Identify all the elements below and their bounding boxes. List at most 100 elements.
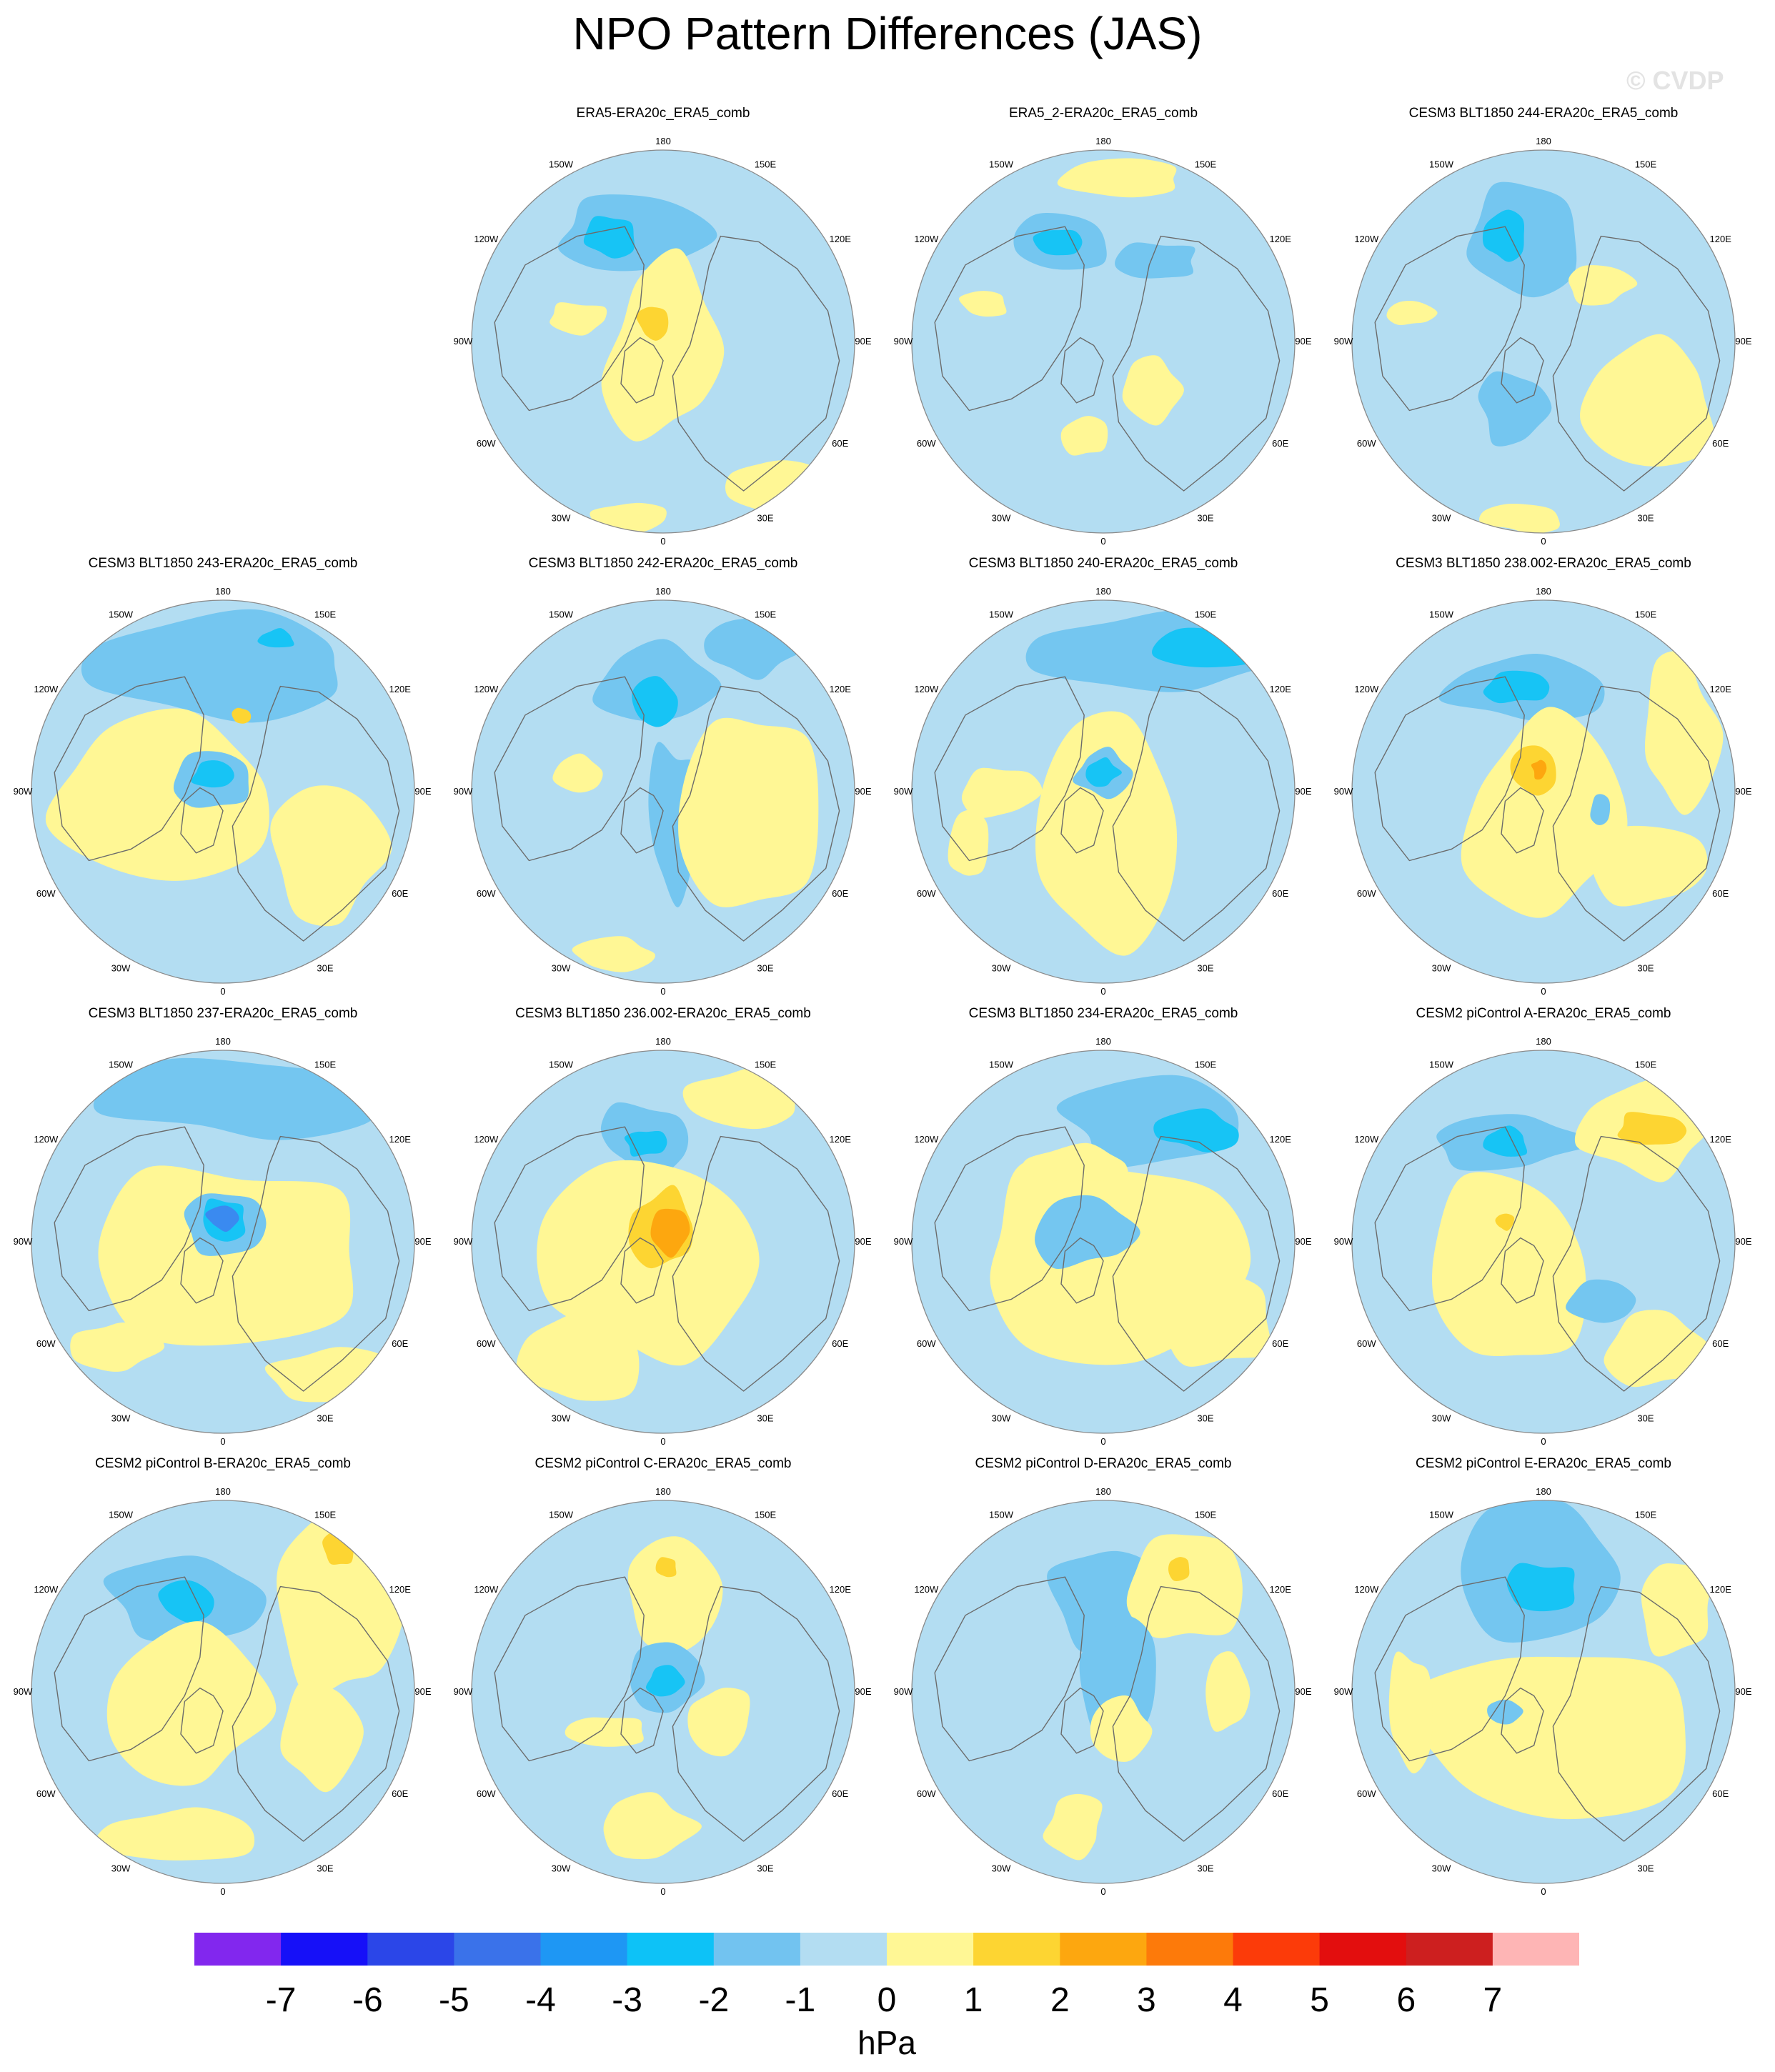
longitude-label: 60E (832, 1788, 848, 1799)
longitude-label: 150W (549, 159, 574, 169)
map-panel: CESM2 piControl C-ERA20c_ERA5_comb 180 150… (454, 1456, 872, 1906)
longitude-label: 120W (34, 1134, 59, 1145)
longitude-label: 60E (1272, 888, 1288, 899)
map-panel: CESM3 BLT1850 234-ERA20c_ERA5_comb 180 150… (894, 1006, 1312, 1456)
longitude-label: 30E (1197, 1413, 1213, 1424)
longitude-label: 0 (660, 986, 665, 997)
polar-map: 180 150E 120E 90E 60E 30E 0 30W 60W 90W 120W 150W (454, 1486, 872, 1897)
longitude-label: 90E (1735, 1686, 1751, 1697)
longitude-label: 90W (454, 1686, 473, 1697)
colorbar-swatch (1060, 1933, 1147, 1966)
longitude-label: 150E (755, 1509, 777, 1520)
longitude-label: 150W (549, 1509, 574, 1520)
longitude-label: 30W (1432, 1413, 1451, 1424)
anomaly-contour (1592, 825, 1708, 907)
map-border (31, 1050, 415, 1434)
coastline (934, 1576, 1281, 1842)
colorbar-swatch (627, 1933, 715, 1966)
longitude-label: 0 (220, 1436, 225, 1447)
longitude-label: 90W (14, 1236, 33, 1247)
longitude-label: 150E (1635, 609, 1657, 619)
colorbar-swatch (1146, 1933, 1233, 1966)
map-panel: CESM2 piControl B-ERA20c_ERA5_comb 180 150… (14, 1456, 432, 1906)
longitude-label: 60E (1272, 438, 1288, 449)
longitude-label: 60E (1712, 1788, 1729, 1799)
map-border (911, 1050, 1296, 1434)
anomaly-contour (550, 302, 607, 336)
longitude-label: 30E (757, 1863, 773, 1874)
longitude-label: 150W (1429, 609, 1454, 619)
panel-title: CESM3 BLT1850 242-ERA20c_ERA5_comb (528, 556, 798, 571)
longitude-label: 150W (549, 609, 574, 619)
longitude-label: 120W (1354, 684, 1379, 694)
longitude-label: 90E (1295, 786, 1311, 797)
longitude-label: 30E (757, 963, 773, 974)
colorbar-swatch (1319, 1933, 1407, 1966)
anomaly-contour (635, 307, 669, 341)
longitude-label: 60E (832, 1338, 848, 1349)
longitude-label: 30E (757, 1413, 773, 1424)
anomaly-contour (191, 760, 234, 788)
longitude-label: 180 (1536, 586, 1551, 597)
colorbar-swatch (1233, 1933, 1321, 1966)
longitude-label: 90W (1334, 336, 1353, 347)
longitude-label: 150E (1195, 609, 1217, 619)
coastline (1374, 1126, 1721, 1392)
longitude-label: 60W (36, 888, 56, 899)
longitude-label: 120E (830, 234, 852, 244)
longitude-label: 0 (220, 986, 225, 997)
longitude-label: 30W (1432, 513, 1451, 524)
longitude-label: 120E (1270, 684, 1292, 694)
anomaly-contour (1090, 1695, 1153, 1762)
longitude-label: 90E (855, 1686, 871, 1697)
map-panel: CESM3 BLT1850 238.002-ERA20c_ERA5_comb 18… (1334, 556, 1752, 1006)
anomaly-contour (1085, 757, 1122, 787)
longitude-label: 90E (855, 786, 871, 797)
longitude-label: 180 (655, 136, 671, 146)
anomaly-contour (1126, 1534, 1243, 1638)
anomaly-contour (270, 785, 392, 927)
anomaly-contour (516, 1311, 640, 1401)
colorbar-tick-label: -2 (698, 1981, 729, 2019)
longitude-label: 120W (34, 1584, 59, 1595)
longitude-label: 30E (1637, 1863, 1654, 1874)
anomaly-contour (1478, 371, 1552, 447)
longitude-label: 30W (552, 513, 571, 524)
panel-title: CESM3 BLT1850 238.002-ERA20c_ERA5_comb (1396, 556, 1691, 571)
colorbar-tick-label: 5 (1310, 1981, 1329, 2019)
longitude-label: 150E (1195, 159, 1217, 169)
longitude-label: 150W (989, 609, 1014, 619)
longitude-label: 0 (1100, 1886, 1105, 1897)
anomaly-contour (601, 248, 725, 442)
longitude-label: 30W (552, 963, 571, 974)
longitude-label: 30W (1432, 1863, 1451, 1874)
longitude-label: 180 (215, 1036, 231, 1047)
panel-title: CESM2 piControl C-ERA20c_ERA5_comb (535, 1456, 792, 1471)
longitude-label: 150E (1635, 159, 1657, 169)
anomaly-contour (959, 291, 1007, 317)
polar-map: 180 150E 120E 90E 60E 30E 0 30W 60W 90W 120W 150W (894, 1486, 1312, 1897)
longitude-label: 30E (317, 963, 333, 974)
anomaly-contour (603, 1792, 702, 1860)
longitude-label: 120E (1270, 1584, 1292, 1595)
longitude-label: 180 (1095, 1036, 1111, 1047)
anomaly-contour (961, 767, 1043, 818)
anomaly-contour (948, 810, 989, 876)
longitude-label: 90W (454, 786, 473, 797)
colorbar-tick-label: -4 (525, 1981, 556, 2019)
anomaly-contour (565, 1717, 644, 1747)
longitude-label: 60W (917, 888, 936, 899)
longitude-label: 60E (1712, 888, 1729, 899)
anomaly-contour (1495, 1213, 1515, 1231)
panel-title: CESM3 BLT1850 240-ERA20c_ERA5_comb (968, 556, 1238, 571)
anomaly-contour (106, 1621, 277, 1786)
longitude-label: 30E (317, 1863, 333, 1874)
longitude-label: 90W (14, 1686, 33, 1697)
map-border (1351, 149, 1736, 534)
longitude-label: 150W (989, 1509, 1014, 1520)
longitude-label: 90W (1334, 1236, 1353, 1247)
anomaly-contour (1641, 1563, 1714, 1657)
anomaly-contour (1510, 745, 1556, 796)
coastline (494, 1576, 840, 1842)
longitude-label: 120W (1354, 234, 1379, 244)
